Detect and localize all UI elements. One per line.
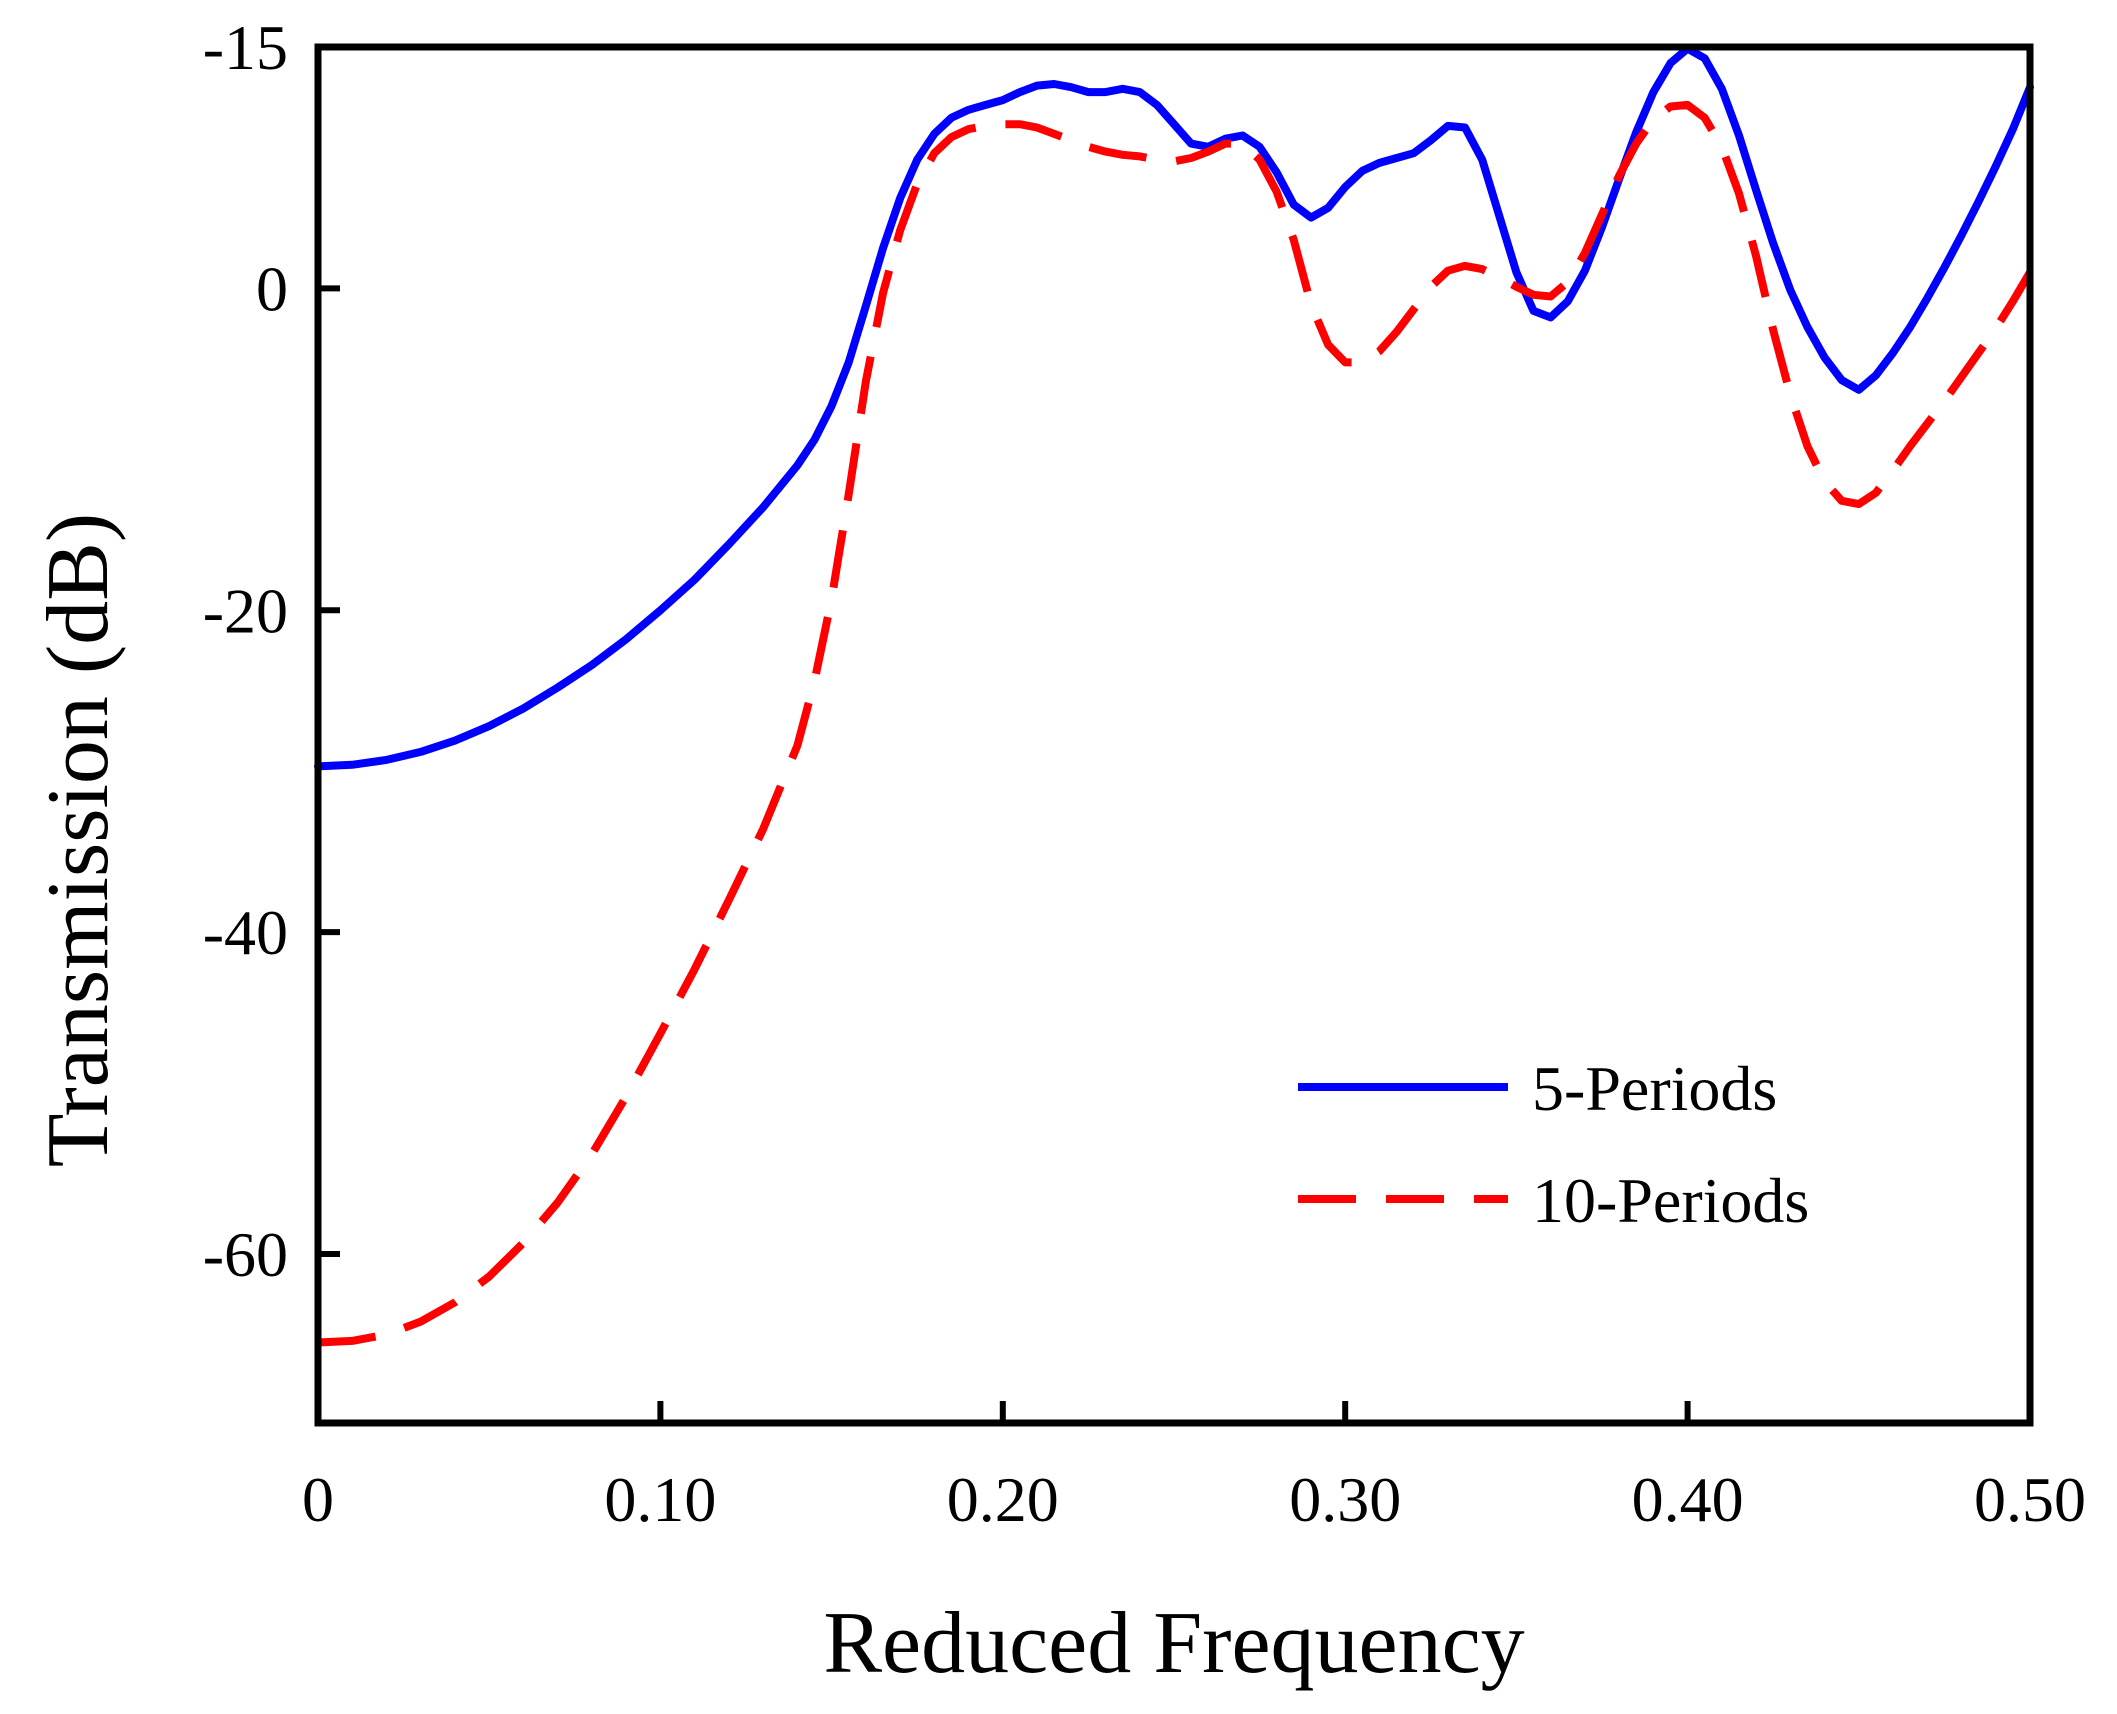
x-tick-label-0-30: 0.30 [1289, 1464, 1401, 1535]
series-line-10-periods [317, 100, 2034, 1347]
legend: 5-Periods 10-Periods [1298, 1053, 1809, 1236]
y-tick-label-20: -20 [203, 575, 288, 646]
x-tick-label-0-40: 0.40 [1632, 1464, 1744, 1535]
x-tick-label-0-10: 0.10 [604, 1464, 716, 1535]
legend-label-10-periods: 10-Periods [1532, 1165, 1809, 1236]
series-line-5-periods [314, 44, 2034, 771]
axis-ticks [315, 44, 2033, 1423]
x-tick-label-0-20: 0.20 [947, 1464, 1059, 1535]
plot-frame [314, 43, 2034, 1427]
axis-tick-labels: 0 0.10 0.20 0.30 0.40 0.50 -15 0 -20 -40 -60 [203, 12, 2086, 1535]
x-tick-label-0: 0 [302, 1464, 334, 1535]
y-axis-title: Transmission (dB) [30, 513, 127, 1167]
y-tick-label-15: -15 [203, 12, 288, 83]
x-axis-title: Reduced Frequency [823, 1595, 1524, 1692]
y-tick-label-60: -60 [203, 1219, 288, 1290]
y-tick-label-40: -40 [203, 897, 288, 968]
x-tick-label-0-50: 0.50 [1974, 1464, 2086, 1535]
legend-label-5-periods: 5-Periods [1532, 1053, 1777, 1124]
y-tick-label-0: 0 [256, 253, 288, 324]
series-lines [314, 44, 2034, 1347]
